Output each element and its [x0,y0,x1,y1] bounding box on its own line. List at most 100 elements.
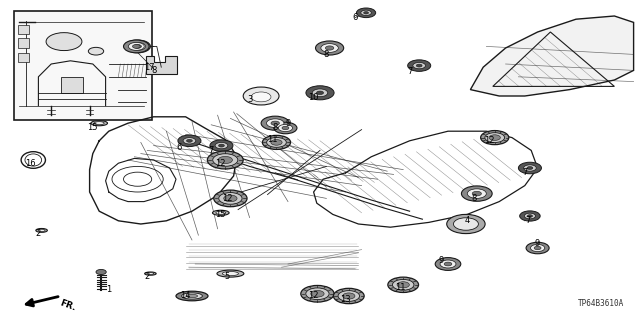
Text: 6: 6 [177,143,182,152]
Ellipse shape [212,210,229,215]
Text: 8: 8 [151,66,156,75]
Text: 2: 2 [36,229,41,238]
Circle shape [266,119,284,128]
Circle shape [333,288,364,304]
Text: 8: 8 [471,194,476,203]
Circle shape [524,165,536,171]
Circle shape [212,154,238,166]
Text: 17: 17 [145,63,155,72]
Bar [14,11,152,120]
Text: TP64B3610A: TP64B3610A [578,299,624,308]
Circle shape [261,116,289,130]
Circle shape [219,193,242,204]
Circle shape [88,47,104,55]
Circle shape [224,195,237,202]
Circle shape [214,190,247,207]
Circle shape [453,218,479,230]
Circle shape [520,211,540,221]
Bar [18,25,29,34]
Circle shape [413,62,426,69]
Circle shape [130,43,145,50]
Circle shape [364,12,369,14]
Circle shape [219,144,225,147]
Circle shape [321,44,339,52]
Ellipse shape [217,270,244,277]
Circle shape [243,87,279,105]
Ellipse shape [222,271,239,276]
Text: 7: 7 [525,216,531,225]
Bar [18,38,29,48]
Circle shape [215,142,228,149]
Polygon shape [146,56,177,74]
Text: 9: 9 [535,239,540,248]
Text: 12: 12 [222,194,232,203]
Text: FR.: FR. [59,298,77,312]
Ellipse shape [94,122,104,125]
Text: 14: 14 [180,292,191,300]
Ellipse shape [38,229,45,232]
Text: 11: 11 [267,135,277,144]
Circle shape [485,133,504,142]
Polygon shape [470,16,634,96]
Circle shape [267,138,286,147]
Circle shape [262,135,291,149]
Text: 9: 9 [285,119,291,128]
Circle shape [481,131,509,145]
Text: 9: 9 [439,256,444,265]
Text: 12: 12 [484,136,495,145]
Circle shape [129,43,144,50]
Text: 15: 15 [88,124,98,132]
Circle shape [435,258,461,270]
Circle shape [306,288,329,300]
Circle shape [325,46,334,50]
Circle shape [96,269,106,275]
Circle shape [317,91,323,95]
Circle shape [278,124,292,132]
Circle shape [187,139,192,142]
Text: 8: 8 [273,124,278,132]
Circle shape [132,44,140,48]
Ellipse shape [91,121,108,126]
Ellipse shape [186,294,198,298]
Circle shape [531,244,545,252]
Circle shape [356,8,376,18]
Circle shape [46,33,82,51]
Circle shape [274,122,297,134]
Circle shape [312,89,328,97]
Text: 3: 3 [247,95,252,104]
FancyArrowPatch shape [26,297,58,306]
Circle shape [472,191,481,196]
Circle shape [316,41,344,55]
Ellipse shape [216,211,226,214]
Circle shape [527,166,532,170]
Circle shape [218,156,232,164]
Bar [18,53,29,62]
Text: 7: 7 [407,68,412,76]
Ellipse shape [176,291,208,301]
Text: 12: 12 [216,159,226,168]
Circle shape [342,293,355,299]
Circle shape [210,140,233,151]
Circle shape [282,126,289,130]
Circle shape [518,162,541,174]
Circle shape [440,260,456,268]
Circle shape [338,291,360,301]
Ellipse shape [145,272,156,275]
Circle shape [408,60,431,71]
Circle shape [301,285,334,302]
Circle shape [271,121,280,125]
Circle shape [447,214,485,234]
Circle shape [183,138,196,144]
Circle shape [461,186,492,201]
Circle shape [271,140,282,145]
Circle shape [534,246,541,250]
Text: 16: 16 [26,159,36,168]
Circle shape [178,135,201,147]
Text: 12: 12 [308,292,319,300]
Circle shape [134,44,141,48]
Circle shape [526,242,549,254]
Circle shape [124,40,149,53]
Circle shape [489,135,500,140]
Circle shape [444,262,452,266]
Ellipse shape [147,273,154,275]
